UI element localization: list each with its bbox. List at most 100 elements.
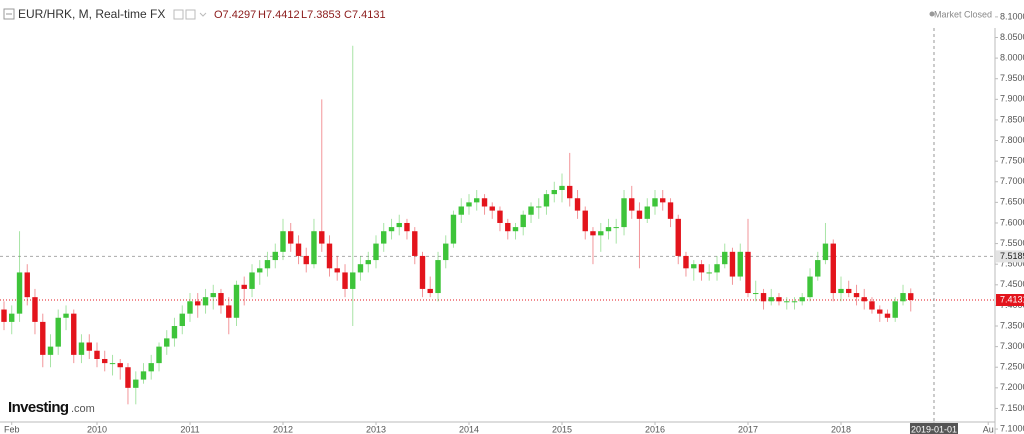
legend-low: L7.3853 [301,9,341,21]
candle-body [644,206,650,219]
candle-body [210,293,216,298]
candle-body [40,321,46,355]
header-bar [0,0,1024,28]
logo-suffix: .com [71,403,95,415]
candle-body [218,293,224,306]
y-tick-label: 7.9500 [1000,73,1024,83]
candle-body [629,198,635,211]
candle-body [32,297,38,322]
candle-body [94,350,100,359]
candle-body [311,231,317,265]
x-tick-label: 2018 [831,424,851,434]
y-tick-label: 8.1000 [1000,11,1024,21]
candle-body [830,243,836,294]
candle-body [784,301,790,303]
candle-body [660,198,666,203]
candle-body [1,309,7,322]
x-tick-highlight [909,423,958,434]
candle-body [768,297,774,302]
candle-body [605,227,612,232]
candle-body [652,198,658,207]
candle-body [9,313,15,322]
candle-body [497,210,503,223]
candle-body [357,264,364,273]
candle-body [450,214,457,244]
candle-body [272,251,278,261]
icon [199,12,207,17]
candle-body [249,272,255,289]
y-tick-label: 7.8500 [1000,114,1024,124]
candle-body [536,206,542,208]
candle-body [55,317,61,347]
candle-body [388,227,395,232]
candle-body [334,268,340,273]
candle-body [683,255,689,269]
plot-area [0,28,995,422]
candle-body [404,222,410,232]
candle-body [419,255,426,289]
candle-body [884,313,891,318]
candle-body [900,293,906,302]
candle-body [822,243,829,261]
candle-body [613,227,619,229]
candle-body [443,243,449,261]
candle-body [807,276,813,298]
candle-body [505,222,511,232]
candle-body [776,297,782,302]
candle-body [753,293,759,295]
candle-body [24,272,30,298]
candle-body [226,305,232,318]
candle-body [71,313,77,355]
candle-body [512,227,519,232]
candle-body [737,251,743,277]
candle-body [861,297,867,302]
candle-body [233,284,240,318]
chart-title: EUR/HRK, M, Real-time FX [18,7,165,21]
y-tick-label: 7.3000 [1000,341,1024,351]
y-tick-label: 7.6000 [1000,217,1024,227]
y-tick-label: 7.1500 [1000,403,1024,413]
candle-body [326,243,333,269]
x-tick-label: 2013 [366,424,386,434]
legend-high: H7.4412 [258,9,300,21]
series-icon[interactable] [3,8,15,20]
candle-body [760,293,767,302]
x-tick-label: 2019-01-01 [911,424,957,434]
candle-body [722,251,728,265]
y-tick-label: 7.8000 [1000,135,1024,145]
market-status: Market Closed [934,9,992,19]
candle-body [745,251,751,294]
icon-frame [3,8,15,20]
candle-body [853,293,860,298]
logo-brand: Investing [8,399,69,416]
x-tick-label: 2016 [645,424,665,434]
candle-body [396,222,402,228]
settings-icons[interactable] [173,9,207,20]
candle-body [551,190,557,195]
candle-body [799,297,805,302]
candle-body [202,297,209,306]
candle-body [156,346,162,364]
candle-body [171,326,178,339]
y-tick-label: 7.1000 [1000,423,1024,433]
candle-body [543,194,550,207]
x-tick-label: Feb [4,424,20,434]
candle-body [869,301,875,310]
price-tag [996,294,1024,307]
candle-body [365,260,371,265]
candle-body [47,346,54,355]
candle-body [117,363,123,368]
candle-body [559,185,565,191]
candle-body [474,198,480,203]
y-tick-label: 7.9000 [1000,94,1024,104]
reference-tag-label: 7.5189 [1000,251,1024,261]
candle-body [109,363,116,365]
candle-body [148,363,154,372]
y-tick-label: 7.5000 [1000,259,1024,269]
y-tick-label: 7.5500 [1000,238,1024,248]
candle-body [179,313,185,327]
candle-body [729,251,736,277]
icon [185,9,196,20]
